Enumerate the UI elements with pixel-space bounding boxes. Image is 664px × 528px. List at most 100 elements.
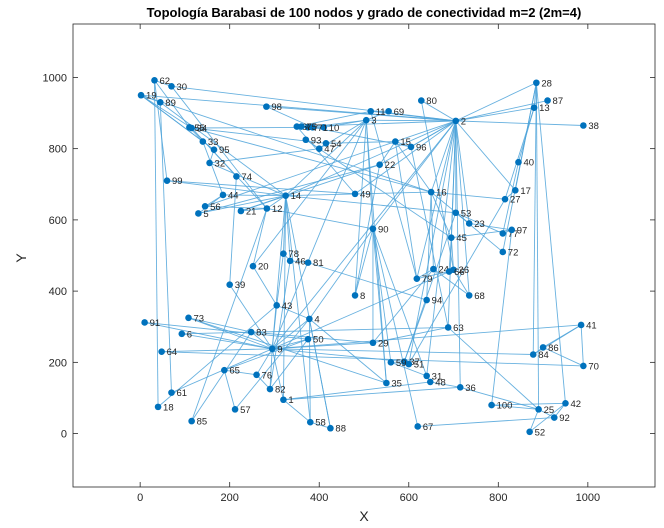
edge-89-61 [159, 102, 172, 393]
node-label-59: 59 [396, 358, 407, 369]
edge-90-67 [372, 228, 419, 427]
node-38 [580, 122, 587, 129]
node-88 [327, 424, 334, 432]
node-6 [178, 330, 186, 338]
node-67 [414, 423, 422, 430]
edge-57-65 [223, 370, 236, 410]
node-label-32: 32 [215, 158, 226, 169]
node-label-61: 61 [176, 388, 187, 399]
node-label-50: 50 [313, 335, 324, 346]
node-label-56: 56 [210, 202, 221, 213]
node-label-67: 67 [423, 422, 434, 433]
edge-16-27 [431, 191, 506, 200]
edge-9-4 [271, 318, 310, 350]
node-45 [448, 234, 455, 241]
edge-36-48 [430, 381, 461, 388]
y-tick-label-200: 200 [49, 357, 67, 369]
edge-96-63 [410, 146, 449, 328]
node-label-25: 25 [544, 405, 555, 416]
node-label-62: 62 [159, 76, 170, 87]
node-label-37: 37 [409, 357, 420, 368]
node-18 [154, 403, 162, 411]
axes-frame [72, 23, 656, 488]
edge-2-15 [395, 120, 456, 142]
node-label-73: 73 [194, 313, 205, 324]
axes-layer: 0 200 400 600 800 1000 0 200 400 600 800 1000 [43, 23, 656, 504]
node-label-35: 35 [391, 379, 402, 390]
edge-89-14 [160, 101, 286, 197]
edge-90-4 [309, 228, 374, 320]
node-93 [302, 136, 310, 144]
edge-3-9 [271, 119, 367, 349]
node-2 [452, 117, 460, 125]
node-10 [320, 123, 328, 131]
edge-25-63 [447, 327, 539, 410]
node-53 [452, 209, 460, 217]
edge-4-57 [234, 318, 310, 410]
edge-62-99 [154, 80, 168, 181]
node-17 [512, 187, 519, 194]
node-label-36: 36 [465, 383, 476, 394]
edge-67-92 [417, 417, 555, 427]
node-label-6: 6 [187, 329, 192, 340]
node-32 [206, 159, 213, 167]
edge-41-9 [272, 324, 582, 350]
node-64 [158, 348, 165, 355]
edge-68-26 [453, 269, 470, 296]
edge-32-47 [209, 148, 320, 164]
edge-93-45 [305, 139, 452, 239]
edge-25-36 [460, 386, 539, 410]
x-tick-label-800: 800 [489, 492, 507, 504]
node-label-13: 13 [539, 103, 550, 114]
node-label-100: 100 [497, 401, 513, 412]
node-label-98: 98 [271, 102, 282, 113]
y-axis-label: Y [13, 253, 29, 263]
edge-27-51 [408, 199, 506, 365]
x-axis-label: X [359, 508, 369, 524]
node-49 [351, 190, 359, 198]
node-12 [263, 205, 271, 212]
node-48 [426, 378, 434, 386]
edge-2-68 [455, 120, 470, 296]
node-label-28: 28 [541, 78, 552, 89]
edge-9-73 [188, 317, 273, 350]
node-30 [168, 83, 175, 90]
node-label-41: 41 [586, 320, 597, 331]
edge-66-79 [416, 271, 450, 280]
node-83 [247, 328, 255, 336]
edge-63-29 [372, 327, 449, 344]
node-label-84: 84 [538, 350, 549, 361]
edge-97-100 [491, 229, 513, 406]
edge-12-85 [191, 208, 268, 422]
node-87 [544, 97, 551, 104]
node-label-81: 81 [313, 258, 324, 269]
node-label-33: 33 [208, 137, 219, 148]
x-tick-label-400: 400 [310, 492, 328, 504]
node-77 [499, 230, 507, 237]
node-label-20: 20 [258, 262, 269, 273]
node-label-80: 80 [426, 96, 437, 107]
node-label-76: 76 [262, 370, 273, 381]
edge-16-45 [430, 191, 452, 238]
edge-62-18 [154, 80, 159, 407]
edge-100-42 [491, 402, 566, 406]
node-label-82: 82 [275, 385, 286, 396]
node-label-88: 88 [335, 424, 346, 435]
edge-90-12 [266, 208, 374, 230]
edge-2-3 [366, 119, 456, 122]
node-63 [444, 324, 452, 331]
node-label-19: 19 [146, 91, 157, 102]
node-80 [418, 97, 425, 104]
edge-9-6 [181, 333, 273, 350]
node-label-63: 63 [453, 323, 464, 334]
edge-2-16 [430, 120, 457, 193]
node-label-72: 72 [508, 247, 519, 258]
edge-83-29 [251, 331, 373, 344]
node-label-66: 66 [454, 267, 465, 278]
node-71 [309, 123, 316, 131]
node-15 [392, 138, 399, 145]
node-91 [141, 319, 148, 326]
node-92 [550, 414, 558, 421]
edge-14-16 [285, 191, 432, 197]
